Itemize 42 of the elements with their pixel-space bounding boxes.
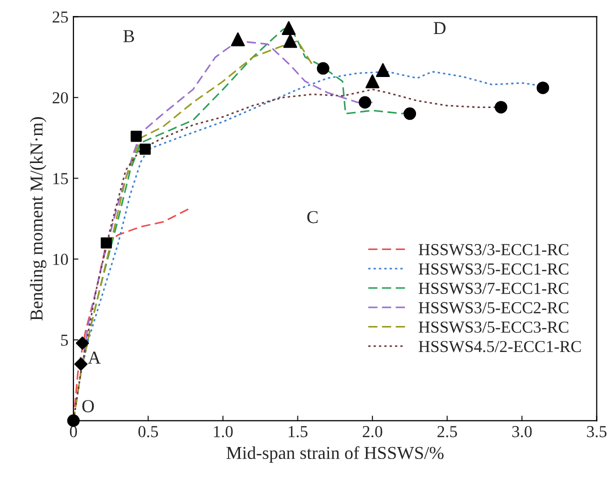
point [140,144,151,155]
point [130,130,142,142]
point [74,358,88,371]
point [100,237,112,248]
x-axis-title: Mid-span strain of HSSWS/% [226,446,444,463]
point [67,414,80,427]
annotation: O [82,400,94,412]
annotation: B [123,30,134,42]
legend-label: HSSWS3/3-ECC1-RC [418,244,568,256]
annotation: D [434,22,446,34]
legend-label: HSSWS4.5/2-ECC1-RC [418,340,581,352]
x-tick-label: 0.5 [138,426,158,438]
x-tick-label: 2.5 [438,426,457,438]
annotation: A [88,352,101,364]
legend-label: HSSWS3/5-ECC1-RC [418,263,568,275]
x-tick-label: 3.5 [587,426,606,438]
annotation: C [307,211,318,224]
legend-label: HSSWS3/5-ECC2-RC [418,302,568,314]
y-tick-label: 20 [52,92,68,104]
legend-label: HSSWS3/5-ECC3-RC [418,322,568,333]
point [230,32,245,46]
x-tick-label: 1.0 [214,426,233,438]
x-tick-label: 2.0 [362,426,382,438]
point [316,62,330,75]
y-tick-label: 25 [52,11,68,23]
point [376,63,390,77]
point [494,100,508,114]
y-tick-label: 10 [53,254,68,266]
point [536,82,550,94]
point [366,74,380,88]
point [76,336,89,350]
point [283,34,298,48]
x-tick-label: 1.5 [288,426,308,438]
y-tick-label: 5 [61,334,68,346]
x-tick-label: 3.0 [512,426,532,438]
point [404,107,416,120]
legend-label: HSSWS3/7-ECC1-RC [418,282,568,294]
y-axis-title: Bending moment M/(kN·m) [30,117,46,320]
x-tick-label: 0 [70,426,77,438]
y-tick-label: 15 [53,173,68,184]
point [282,21,296,35]
point [358,96,372,109]
